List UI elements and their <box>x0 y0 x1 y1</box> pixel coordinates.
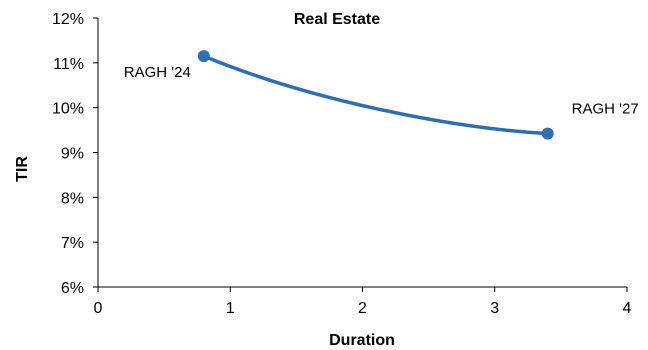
y-tick-label: 8% <box>61 190 84 207</box>
series-line <box>202 54 550 136</box>
x-tick-label: 2 <box>358 300 367 317</box>
data-label: RAGH '24 <box>124 64 191 81</box>
y-tick-label: 6% <box>61 280 84 297</box>
x-axis-title: Duration <box>329 332 395 349</box>
y-axis-title: TIR <box>14 156 31 182</box>
data-point <box>541 127 554 140</box>
series-group: RAGH '24 RAGH '27 <box>124 50 639 140</box>
chart-title: Real Estate <box>294 11 380 28</box>
x-tick-label: 1 <box>226 300 235 317</box>
y-tick-label: 9% <box>61 146 84 163</box>
y-tick-label: 11% <box>53 56 84 73</box>
x-tick-label: 4 <box>623 300 632 317</box>
y-tick-label: 12% <box>52 11 84 28</box>
data-label: RAGH '27 <box>572 101 639 118</box>
data-point <box>197 50 210 63</box>
y-tick-label: 10% <box>52 101 84 118</box>
x-tick-label: 3 <box>490 300 499 317</box>
x-tick-label: 0 <box>94 300 103 317</box>
tick-group: 6% 7% 8% 9% 10% 11% 12% 0 1 2 3 4 <box>52 11 632 317</box>
y-tick-label: 7% <box>61 235 84 252</box>
